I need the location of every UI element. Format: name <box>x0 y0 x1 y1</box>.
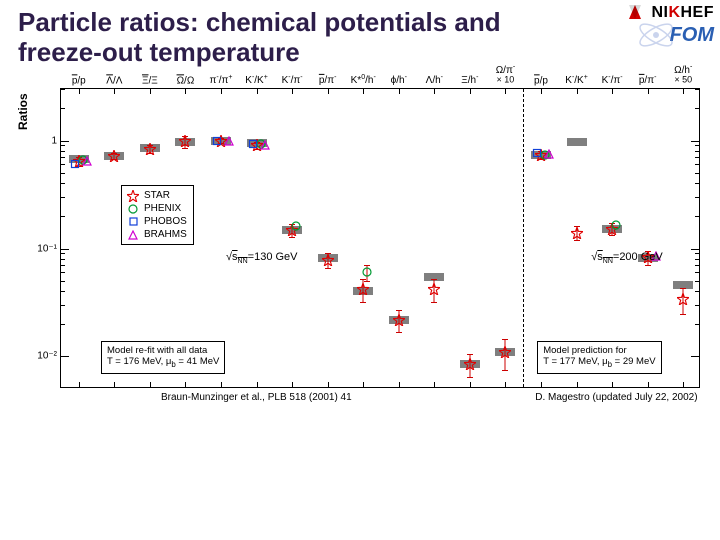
x-label: K-/K+ <box>565 75 588 88</box>
y-tick: 10⁻¹ <box>37 243 61 254</box>
fom-logo: FOM <box>594 24 714 47</box>
x-label: ϕ/h- <box>391 75 407 88</box>
x-label: Λ/h- <box>426 75 443 88</box>
model-box-left: Model re-fit with all dataT = 176 MeV, μ… <box>101 341 225 374</box>
plot: Ratios 110⁻¹10⁻²p/pΛ/ΛΞ/ΞΩ/Ωπ-/π+K-/K+K-… <box>8 80 712 430</box>
logos: NIKHEF FOM <box>594 4 714 47</box>
region-divider <box>523 89 524 387</box>
x-label: π-/π+ <box>209 75 232 88</box>
x-label: K-/π- <box>602 75 623 88</box>
x-label: Ω/π-× 10 <box>496 64 516 86</box>
x-label: Ω/Ω <box>177 76 195 88</box>
x-label: K-/K+ <box>245 75 268 88</box>
legend: STARPHENIXPHOBOSBRAHMS <box>121 185 194 245</box>
y-tick: 10⁻² <box>37 351 61 362</box>
x-label: K*0/h- <box>351 75 376 88</box>
y-tick: 1 <box>51 135 61 146</box>
x-label: K-/π- <box>282 75 303 88</box>
energy-label-left: √sNN=130 GeV <box>226 251 298 265</box>
x-label: Ξ/h- <box>461 75 478 88</box>
energy-label-right: √sNN=200 GeV <box>591 251 663 265</box>
caption-left: Braun-Munzinger et al., PLB 518 (2001) 4… <box>161 392 352 403</box>
y-axis-label: Ratios <box>16 93 30 130</box>
x-label: p/p <box>72 76 86 88</box>
caption-right: D. Magestro (updated July 22, 2002) <box>535 392 697 403</box>
page-title: Particle ratios: chemical potentials and… <box>18 8 578 68</box>
x-label: Λ/Λ <box>106 76 122 88</box>
x-label: Ω/h-× 50 <box>674 64 692 86</box>
x-label: Ξ/Ξ <box>142 76 158 88</box>
model-box-right: Model prediction forT = 177 MeV, μb = 29… <box>537 341 661 374</box>
x-label: p/p <box>534 76 548 88</box>
plot-box: 110⁻¹10⁻²p/pΛ/ΛΞ/ΞΩ/Ωπ-/π+K-/K+K-/π-p/π-… <box>60 88 700 388</box>
x-label: p/π- <box>319 75 337 88</box>
x-label: p/π- <box>639 75 657 88</box>
